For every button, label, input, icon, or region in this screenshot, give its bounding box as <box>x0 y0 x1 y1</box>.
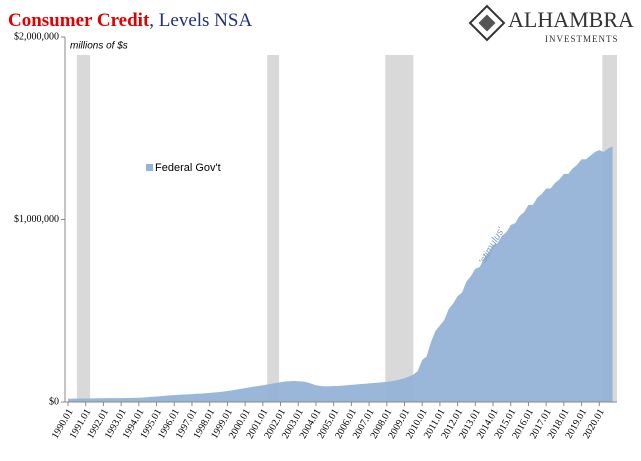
y-axis-label: millions of $s <box>70 41 128 52</box>
chart-title: Consumer Credit <box>8 10 150 31</box>
logo-mark <box>468 4 506 42</box>
logo: ALHAMBRA INVESTMENTS <box>468 4 634 44</box>
legend-label: Federal Gov't <box>155 162 221 174</box>
y-tick-label: $0 <box>49 396 59 407</box>
y-tick-label: $1,000,000 <box>14 214 59 225</box>
area <box>68 146 613 402</box>
logo-tagline: INVESTMENTS <box>545 34 619 44</box>
legend-swatch <box>146 164 153 171</box>
recession-band <box>385 55 414 402</box>
logo-name: ALHAMBRA <box>508 7 634 32</box>
y-tick-label: $2,000,000 <box>14 31 59 42</box>
logo-mark-inner <box>478 14 496 32</box>
recession-band <box>267 55 280 402</box>
recession-band <box>76 55 91 402</box>
chart-subtitle: , Levels NSA <box>149 10 252 31</box>
chart-title-group: Consumer Credit, Levels NSA <box>8 10 252 31</box>
